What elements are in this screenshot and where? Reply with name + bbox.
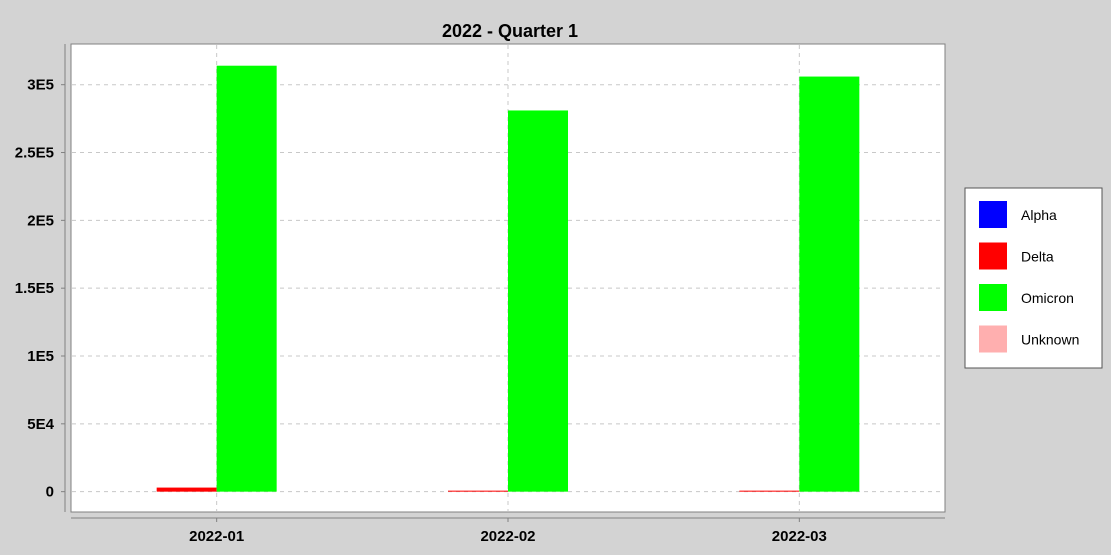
legend-swatch-delta [979,242,1007,270]
y-tick-label: 1.5E5 [15,280,54,297]
y-tick-label: 1E5 [27,348,54,365]
legend-swatch-omicron [979,284,1007,311]
y-axis-ticks: 0 5E4 1E5 1.5E5 2E5 2.5E5 3E5 [15,77,65,501]
legend-label-unknown: Unknown [1021,332,1079,348]
legend-label-omicron: Omicron [1021,290,1074,306]
bar-omicron-2022-01 [216,65,277,492]
x-tick-label: 2022-03 [772,528,827,545]
y-tick-label: 5E4 [27,416,54,433]
legend-swatch-alpha [979,201,1007,228]
x-axis-ticks: 2022-01 2022-02 2022-03 [189,518,827,545]
bar-delta-2022-01 [156,487,217,492]
legend-swatch-unknown [979,325,1007,353]
x-tick-label: 2022-01 [189,528,244,545]
chart-title: 2022 - Quarter 1 [442,21,578,41]
y-tick-label: 3E5 [27,77,54,94]
legend-label-delta: Delta [1021,249,1054,265]
bar-delta-2022-03 [739,490,800,492]
bar-omicron-2022-02 [508,110,568,492]
bars [156,65,860,492]
y-tick-label: 2E5 [27,212,54,229]
bar-omicron-2022-03 [799,76,860,492]
x-tick-label: 2022-02 [480,528,535,545]
bar-delta-2022-02 [448,490,508,492]
legend: Alpha Delta Omicron Unknown [964,187,1103,369]
legend-label-alpha: Alpha [1021,207,1057,223]
y-tick-label: 2.5E5 [15,145,54,162]
y-tick-label: 0 [46,484,54,501]
